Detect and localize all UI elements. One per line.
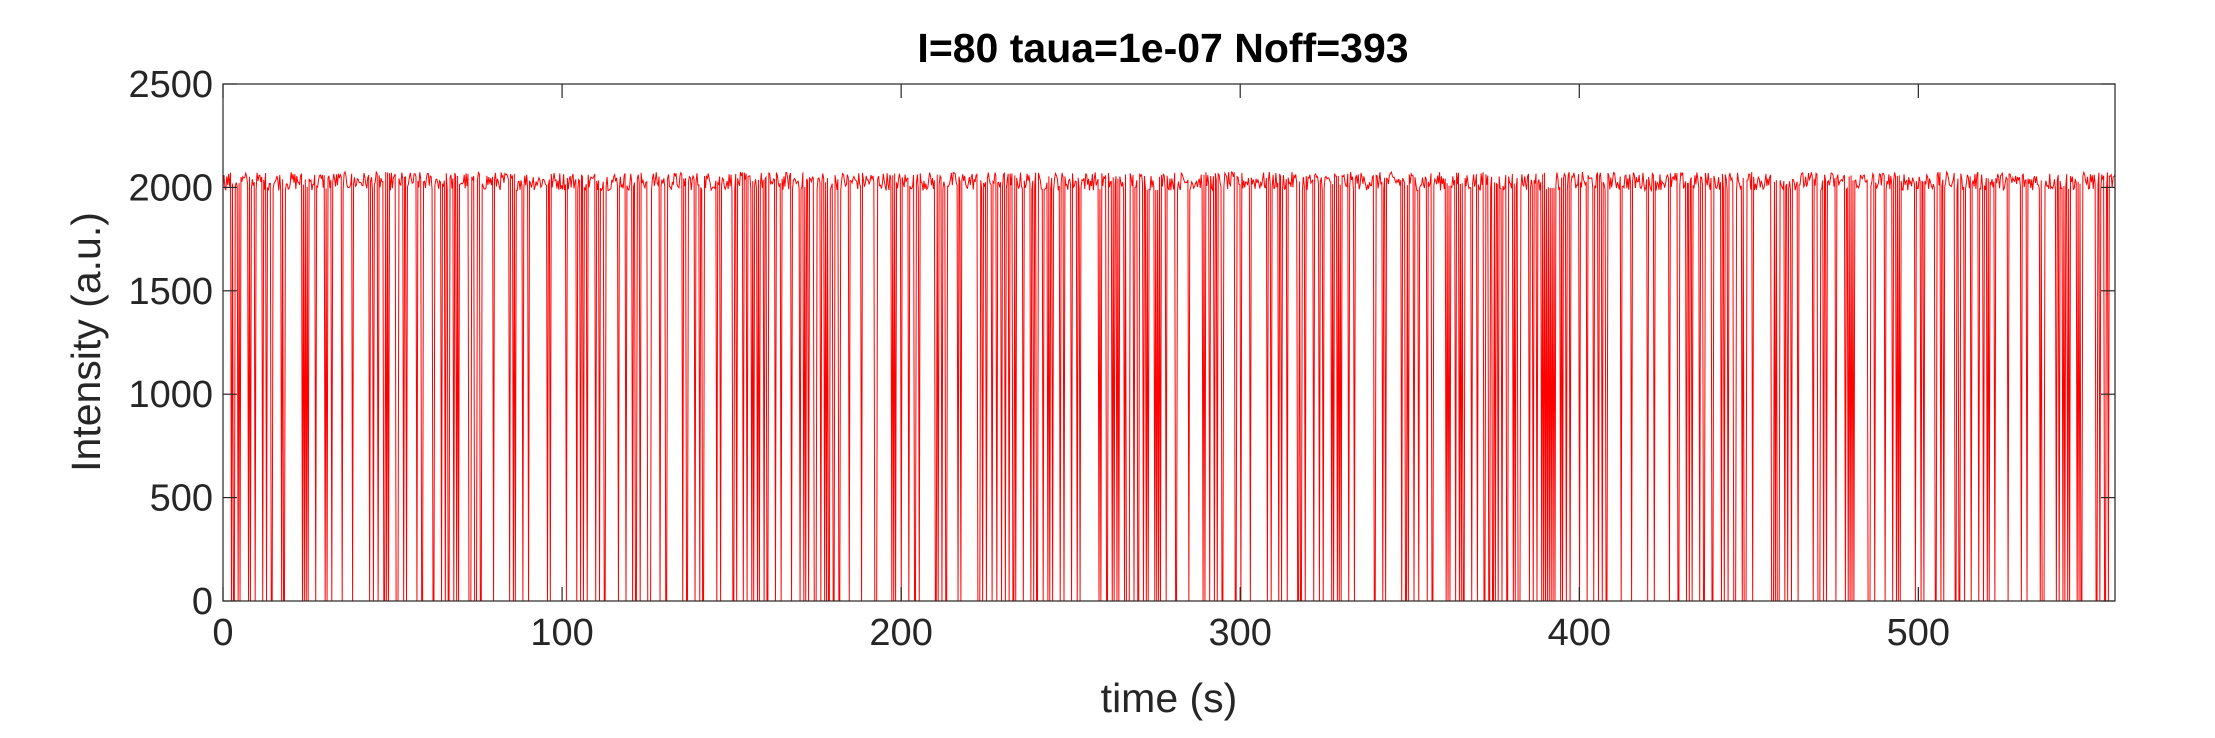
x-axis-label: time (s) [1101, 675, 1238, 721]
x-tick-label: 0 [212, 612, 233, 654]
x-tick-label: 500 [1887, 612, 1950, 654]
intensity-trace-line [222, 170, 2116, 602]
plot-area [222, 83, 2116, 602]
x-tick-label: 300 [1209, 612, 1272, 654]
intensity-trace [222, 170, 2116, 602]
y-tick-label: 1500 [128, 271, 213, 313]
x-axis-tick-labels: 0 100 200 300 400 500 [212, 612, 1950, 654]
x-tick-label: 400 [1548, 612, 1611, 654]
x-tick-label: 100 [530, 612, 593, 654]
x-tick-label: 200 [869, 612, 932, 654]
y-axis-tick-labels: 0 500 1000 1500 2000 2500 [128, 64, 213, 623]
plot-box [222, 83, 2116, 602]
chart-title: I=80 taua=1e-07 Noff=393 [917, 25, 1408, 71]
y-tick-label: 500 [150, 478, 213, 520]
y-tick-label: 0 [192, 581, 213, 623]
y-axis-ticks [223, 83, 2115, 602]
y-tick-label: 2500 [128, 64, 213, 106]
plot-background [223, 84, 2115, 601]
y-tick-label: 2000 [128, 167, 213, 209]
y-axis-label: Intensity (a.u.) [63, 212, 109, 472]
x-axis-ticks [222, 84, 1919, 601]
y-tick-label: 1000 [128, 374, 213, 416]
